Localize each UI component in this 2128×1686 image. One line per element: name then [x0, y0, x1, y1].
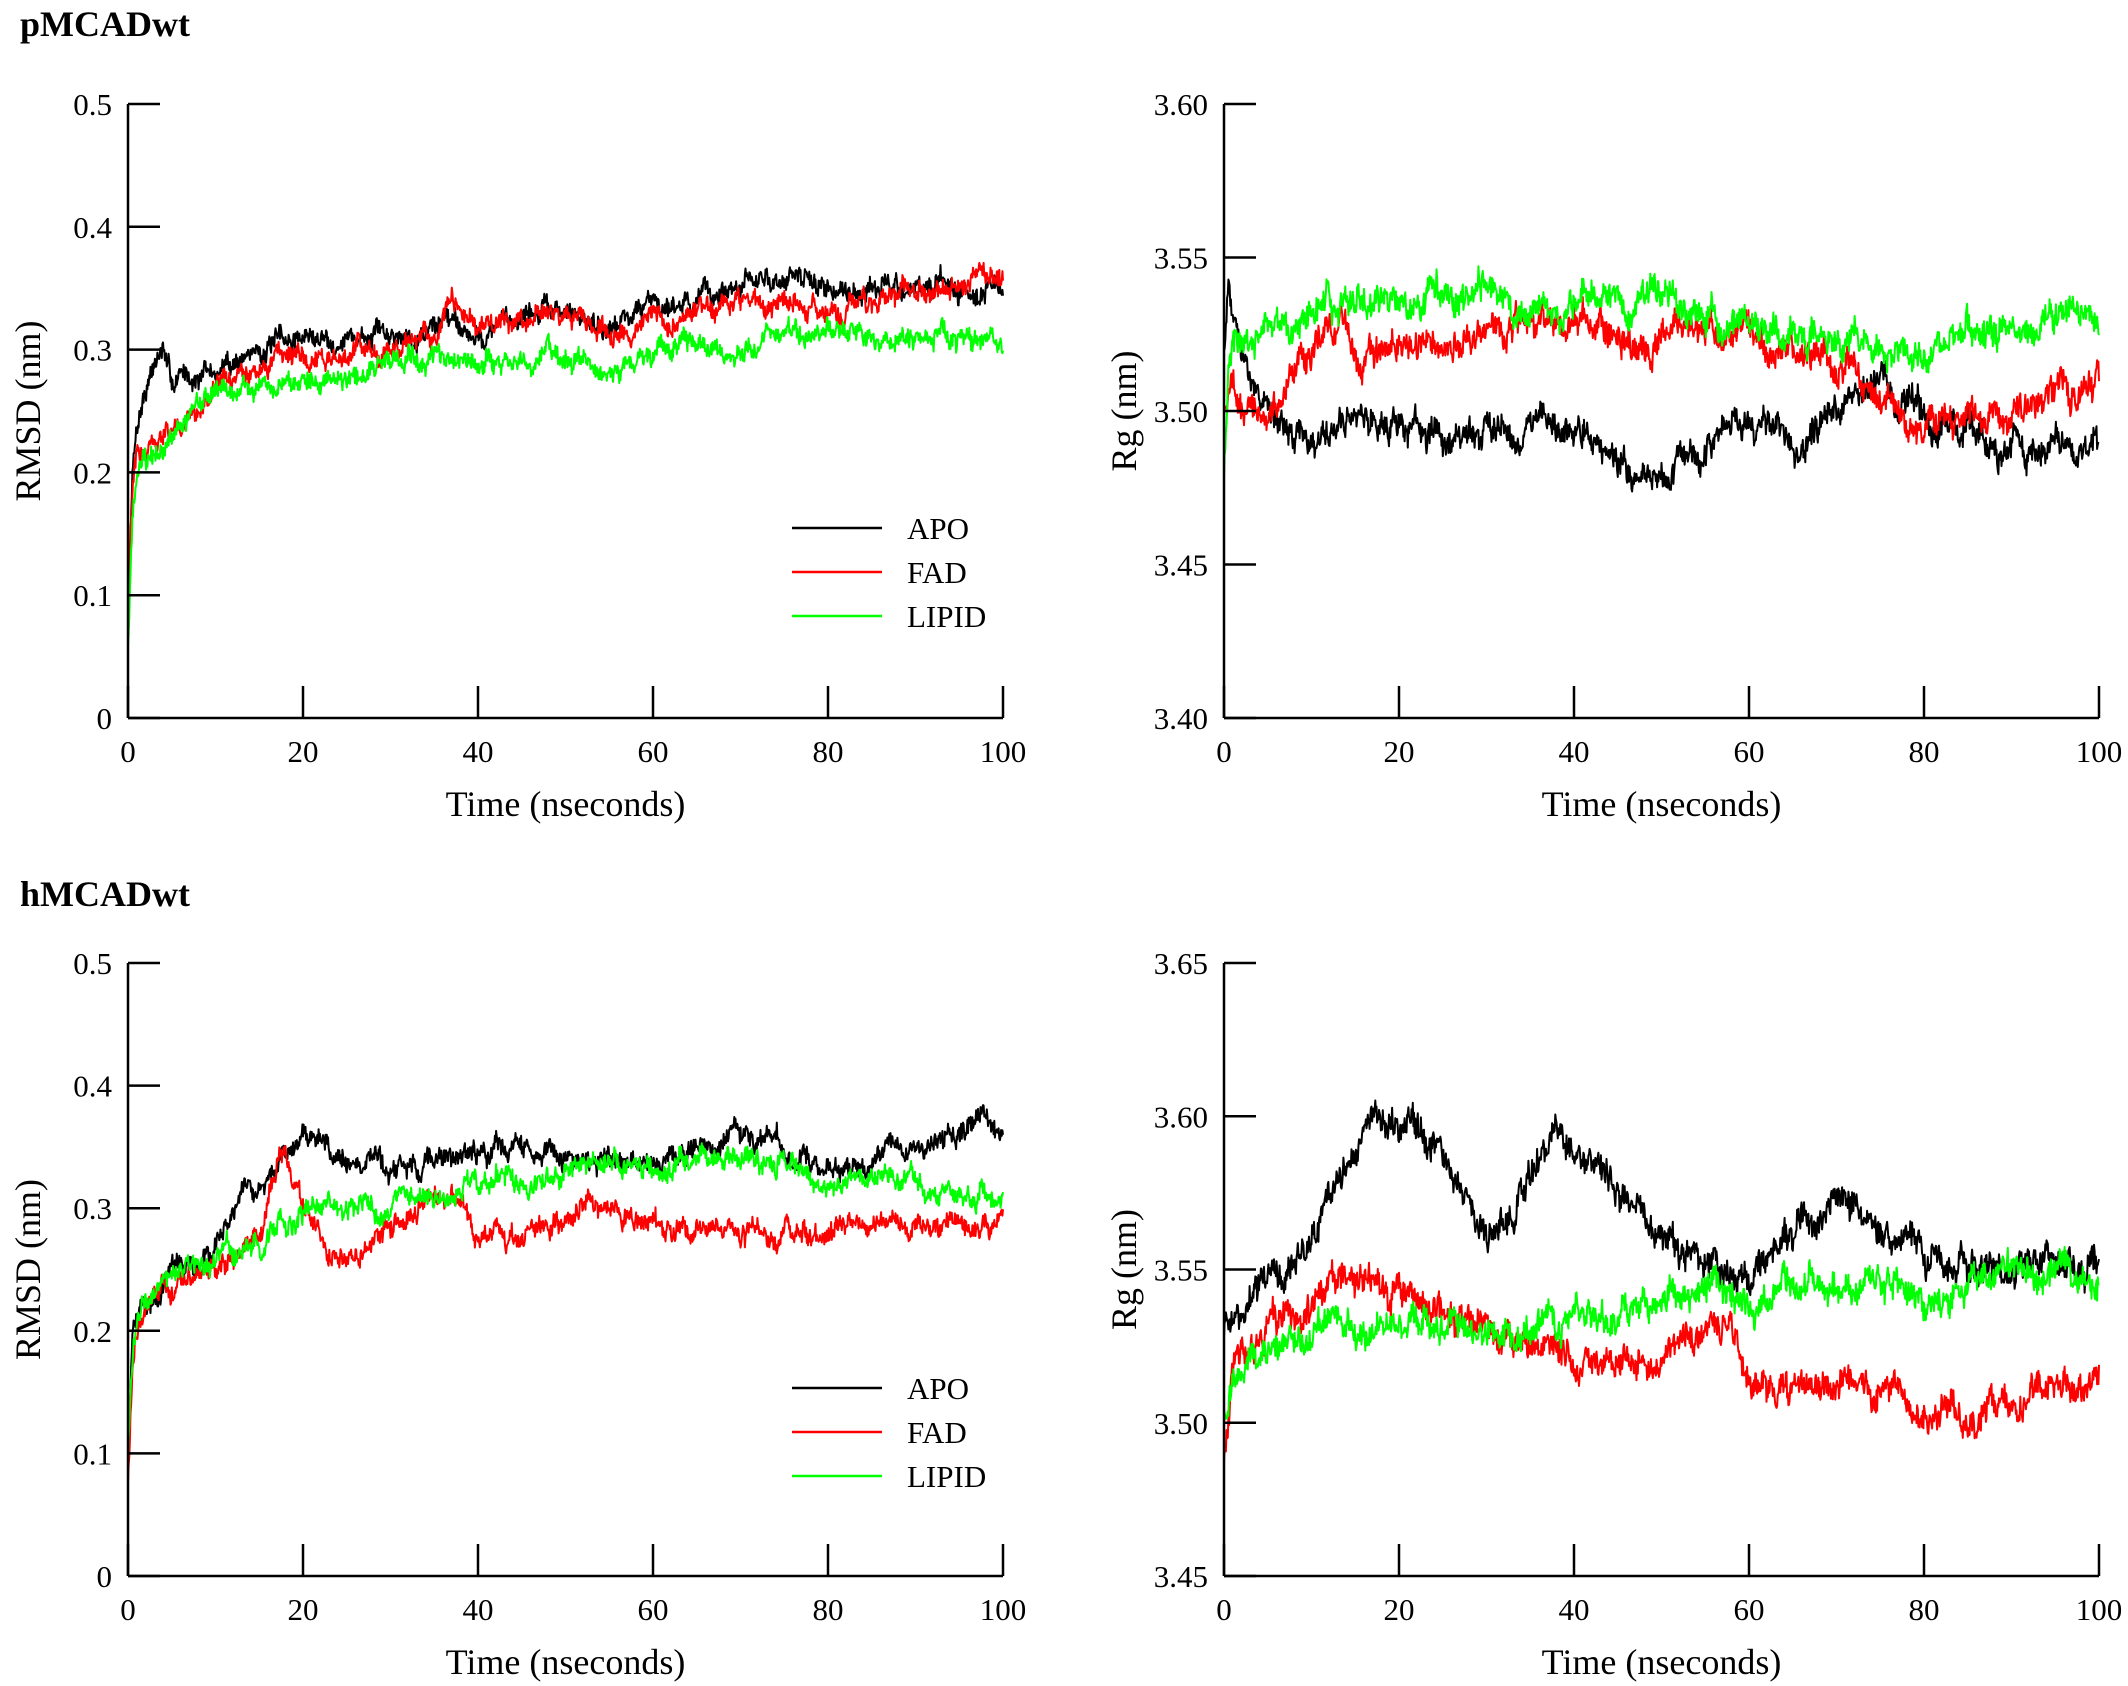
y-tick-label: 0.2 — [73, 455, 112, 490]
series-line-fad — [127, 1144, 1004, 1483]
y-tick-label: 0.1 — [73, 578, 112, 613]
y-tick-label: 3.50 — [1154, 1406, 1208, 1441]
series-line-fad — [1223, 296, 2100, 445]
x-tick-label: 80 — [813, 734, 844, 769]
legend-label-apo: APO — [907, 511, 969, 546]
x-tick-label: 60 — [638, 734, 669, 769]
x-tick-label: 20 — [288, 1592, 319, 1627]
series-line-fad — [127, 261, 1004, 595]
section-title-hmcadwt: hMCADwt — [20, 874, 190, 914]
x-tick-label: 60 — [1734, 734, 1765, 769]
y-tick-label: 0.3 — [73, 333, 112, 368]
y-tick-label: 0.2 — [73, 1314, 112, 1349]
chart-2: 0 20 40 60 80 100 3.40 3.45 3.50 3.55 3.60 Time (ns… — [1104, 87, 2122, 824]
y-axis-label: Rg (nm) — [1104, 351, 1144, 472]
y-axis-label: Rg (nm) — [1104, 1209, 1144, 1330]
y-tick-label: 0.5 — [73, 87, 112, 122]
y-tick-label: 3.50 — [1154, 394, 1208, 429]
x-tick-label: 0 — [1216, 1592, 1232, 1627]
y-tick-label: 3.60 — [1154, 1099, 1208, 1134]
x-tick-label: 60 — [1734, 1592, 1765, 1627]
y-axis-label: RMSD (nm) — [8, 1179, 48, 1360]
y-tick-label: 3.65 — [1154, 946, 1208, 981]
chart-3: 0 20 40 60 80 100 0 0.1 0.2 0.3 0.4 0.5 Time (nsecon… — [8, 946, 1026, 1682]
series-line-apo — [1223, 1099, 2100, 1337]
y-tick-label: 0.3 — [73, 1191, 112, 1226]
x-tick-label: 100 — [2076, 734, 2123, 769]
y-tick-label: 3.55 — [1154, 241, 1208, 276]
series-line-apo — [1223, 278, 2100, 493]
x-tick-label: 20 — [288, 734, 319, 769]
section-title-pmcadwt: pMCADwt — [20, 4, 190, 44]
series-line-lipid — [127, 1142, 1004, 1461]
x-axis-label: Time (nseconds) — [1542, 784, 1782, 824]
x-axis-label: Time (nseconds) — [446, 784, 686, 824]
legend: APO FAD LIPID — [792, 511, 986, 634]
y-tick-label: 0.4 — [73, 1069, 112, 1104]
x-tick-label: 40 — [463, 734, 494, 769]
x-tick-label: 80 — [813, 1592, 844, 1627]
legend-label-fad: FAD — [907, 555, 967, 590]
x-tick-label: 0 — [120, 1592, 136, 1627]
x-axis-label: Time (nseconds) — [1542, 1642, 1782, 1682]
legend-label-fad: FAD — [907, 1415, 967, 1450]
y-tick-label: 0.1 — [73, 1436, 112, 1471]
x-tick-label: 40 — [1559, 734, 1590, 769]
x-tick-label: 100 — [980, 734, 1027, 769]
y-tick-label: 0.5 — [73, 946, 112, 981]
series-line-lipid — [1223, 1246, 2100, 1420]
x-tick-label: 40 — [1559, 1592, 1590, 1627]
series-line-lipid — [1223, 265, 2100, 479]
y-tick-label: 3.45 — [1154, 548, 1208, 583]
x-tick-label: 20 — [1384, 734, 1415, 769]
legend: APO FAD LIPID — [792, 1371, 986, 1494]
y-tick-label: 3.55 — [1154, 1253, 1208, 1288]
x-tick-label: 0 — [1216, 734, 1232, 769]
legend-label-lipid: LIPID — [907, 1459, 986, 1494]
legend-label-apo: APO — [907, 1371, 969, 1406]
x-tick-label: 60 — [638, 1592, 669, 1627]
y-tick-label: 0.4 — [73, 210, 112, 245]
series-line-lipid — [127, 315, 1004, 646]
chart-4: 0 20 40 60 80 100 3.45 3.50 3.55 3.60 3.65 Time (ns… — [1104, 946, 2122, 1682]
x-tick-label: 20 — [1384, 1592, 1415, 1627]
legend-label-lipid: LIPID — [907, 599, 986, 634]
x-tick-label: 80 — [1909, 1592, 1940, 1627]
x-axis-label: Time (nseconds) — [446, 1642, 686, 1682]
x-tick-label: 100 — [2076, 1592, 2123, 1627]
y-tick-label: 3.60 — [1154, 87, 1208, 122]
x-tick-label: 80 — [1909, 734, 1940, 769]
y-tick-label: 0 — [97, 1559, 113, 1594]
y-tick-label: 3.45 — [1154, 1559, 1208, 1594]
x-tick-label: 0 — [120, 734, 136, 769]
x-tick-label: 40 — [463, 1592, 494, 1627]
y-axis-label: RMSD (nm) — [8, 320, 48, 501]
y-tick-label: 3.40 — [1154, 701, 1208, 736]
y-tick-label: 0 — [97, 701, 113, 736]
series-line-apo — [127, 1104, 1004, 1455]
x-tick-label: 100 — [980, 1592, 1027, 1627]
series-line-fad — [1223, 1259, 2100, 1464]
chart-1: 0 20 40 60 80 100 0 0.1 0.2 0.3 0.4 0.5 Time (nsecon… — [8, 87, 1026, 824]
